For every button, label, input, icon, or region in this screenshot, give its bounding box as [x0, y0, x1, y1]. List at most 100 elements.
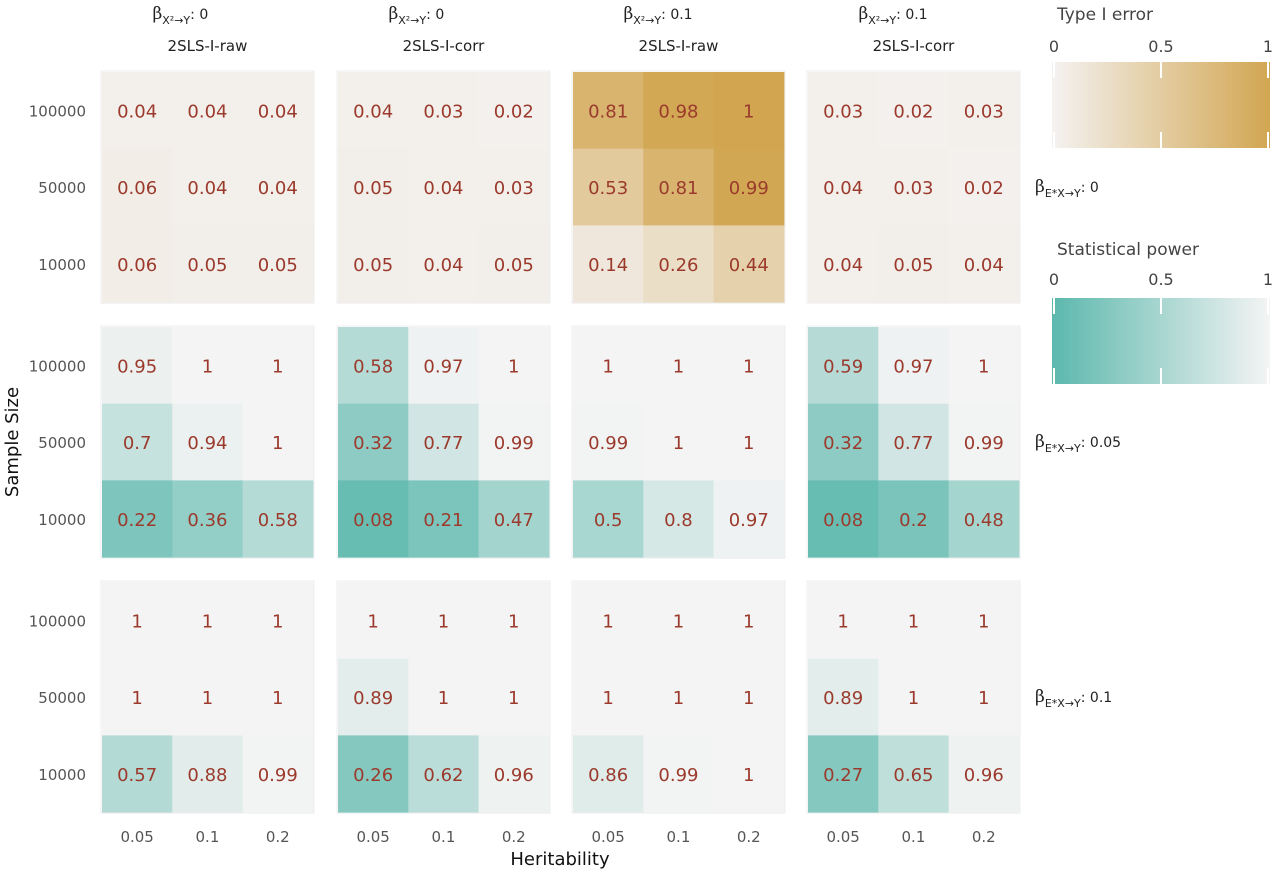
heatmap-cell: [643, 480, 715, 558]
heatmap-cell: [338, 72, 409, 150]
cell-value-label: 0.48: [964, 510, 1004, 531]
heatmap-cell: [408, 403, 480, 481]
heatmap-cell: [102, 403, 173, 481]
y-tick-label: 100000: [29, 357, 86, 375]
x-tick-label: 0.05: [120, 828, 153, 846]
cell-value-label: 1: [743, 356, 754, 377]
heatmap-cell: [808, 72, 879, 150]
heatmap-cell: [948, 72, 1020, 150]
heatmap-cell: [172, 148, 244, 226]
facet-beta-label: βX²→Y: 0.1: [858, 4, 927, 27]
cell-value-label: 0.04: [964, 255, 1004, 276]
legend-tick-label: 1: [1263, 270, 1273, 289]
heatmap-cell: [408, 72, 480, 150]
heatmap-cell: [878, 327, 950, 405]
cell-value-label: 0.03: [893, 178, 933, 199]
cell-value-label: 0.02: [964, 178, 1004, 199]
beta-subscript: E*X→Y: [1045, 697, 1081, 710]
heatmap-cell: [948, 403, 1020, 481]
heatmap-cell: [242, 72, 314, 150]
heatmap-cell: [242, 225, 314, 303]
cell-value-label: 0.03: [964, 101, 1004, 122]
cell-value-label: 1: [908, 688, 919, 709]
beta-value: : 0.1: [661, 7, 692, 23]
heatmap-cell: [713, 327, 785, 405]
heatmap-panel: 0.03 0.02 0.03 0.04 0.03 0.02 0.04 0.05 0.04: [806, 70, 1021, 304]
cell-value-label: 0.86: [588, 765, 628, 786]
heatmap-panel: 0.04 0.04 0.04 0.06 0.04 0.04 0.06 0.05 0.05: [100, 70, 315, 304]
cell-value-label: 0.08: [823, 510, 863, 531]
cell-value-label: 0.04: [258, 178, 298, 199]
heatmap-cell: [948, 148, 1020, 226]
cell-value-label: 0.77: [423, 433, 463, 454]
heatmap-cell: [713, 480, 785, 558]
cell-value-label: 0.03: [423, 101, 463, 122]
cell-value-label: 0.14: [588, 255, 628, 276]
cell-value-label: 0.5: [594, 510, 623, 531]
cell-value-label: 0.02: [494, 101, 534, 122]
cell-value-label: 0.81: [588, 101, 628, 122]
heatmap-cell: [478, 148, 550, 226]
heatmap-cell: [878, 225, 950, 303]
cell-value-label: 0.7: [123, 433, 152, 454]
cell-value-label: 1: [438, 611, 449, 632]
heatmap-cell: [242, 148, 314, 226]
cell-value-label: 0.04: [423, 178, 463, 199]
cell-value-label: 0.99: [964, 433, 1004, 454]
cell-value-label: 0.98: [658, 101, 698, 122]
cell-value-label: 0.97: [423, 356, 463, 377]
heatmap-cell: [102, 72, 173, 150]
heatmap-panel: 1 1 1 0.99 1 1 0.5 0.8 0.97: [571, 325, 786, 559]
cell-value-label: 0.2: [899, 510, 928, 531]
cell-value-label: 0.04: [823, 178, 863, 199]
heatmap-cell: [573, 480, 644, 558]
cell-value-label: 0.04: [353, 101, 393, 122]
cell-value-label: 0.26: [353, 765, 393, 786]
legend-tick-label: 0: [1049, 270, 1059, 289]
heatmap-cell: [643, 327, 715, 405]
cell-value-label: 0.04: [117, 101, 157, 122]
cell-value-label: 0.04: [823, 255, 863, 276]
heatmap-cell: [948, 658, 1020, 736]
heatmap-cell: [713, 225, 785, 303]
heatmap-cell: [172, 480, 244, 558]
cell-value-label: 1: [508, 688, 519, 709]
heatmap-panel: 0.04 0.03 0.02 0.05 0.04 0.03 0.05 0.04 0.05: [336, 70, 551, 304]
heatmap-cell: [338, 327, 409, 405]
heatmap-cell: [172, 72, 244, 150]
beta-subscript: X²→Y: [633, 14, 661, 27]
heatmap-cell: [573, 148, 644, 226]
heatmap-cell: [338, 148, 409, 226]
heatmap-cell: [573, 582, 644, 660]
heatmap-cell: [643, 148, 715, 226]
cell-value-label: 0.06: [117, 178, 157, 199]
x-axis-ticks: 0.05 0.1 0.2 0.05 0.1 0.2 0.05 0.1 0.2 0.05 0.1 0.2: [120, 828, 995, 846]
heatmap-cell: [408, 735, 480, 813]
heatmap-cell: [643, 403, 715, 481]
heatmap-cell: [172, 327, 244, 405]
heatmap-panel: 1 1 1 0.89 1 1 0.26 0.62 0.96: [336, 580, 551, 814]
cell-value-label: 1: [673, 356, 684, 377]
row-facet-beta-label: βE*X→Y: 0.05: [1035, 432, 1121, 455]
heatmap-cell: [643, 225, 715, 303]
heatmap-cell: [713, 582, 785, 660]
cell-value-label: 0.08: [353, 510, 393, 531]
x-tick-label: 0.2: [737, 828, 761, 846]
heatmap-cell: [948, 225, 1020, 303]
cell-value-label: 0.58: [353, 356, 393, 377]
facet-beta-label: βX²→Y: 0: [152, 4, 208, 27]
legend-tick-label: 1: [1263, 37, 1273, 56]
heatmap-cell: [338, 582, 409, 660]
beta-subscript: X²→Y: [398, 14, 426, 27]
cell-value-label: 1: [272, 433, 283, 454]
cell-value-label: 0.05: [494, 255, 534, 276]
cell-value-label: 0.47: [494, 510, 534, 531]
facet-method-label: 2SLS-I-corr: [403, 37, 486, 55]
heatmap-cell: [102, 735, 173, 813]
cell-value-label: 0.97: [893, 356, 933, 377]
cell-value-label: 1: [602, 356, 613, 377]
cell-value-label: 0.96: [964, 765, 1004, 786]
heatmap-cell: [102, 582, 173, 660]
x-tick-label: 0.2: [502, 828, 526, 846]
cell-value-label: 0.58: [258, 510, 298, 531]
